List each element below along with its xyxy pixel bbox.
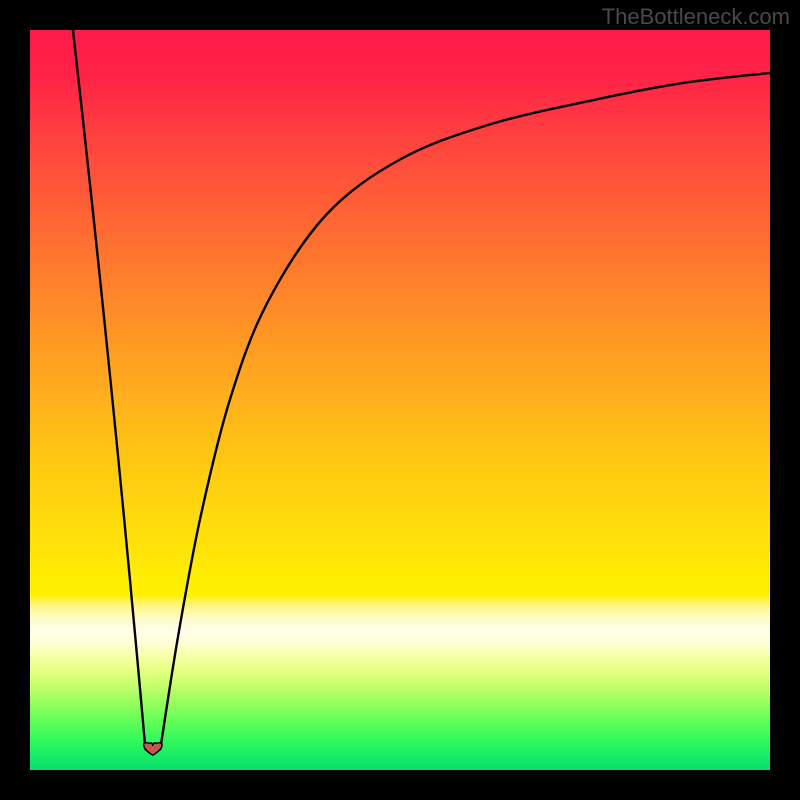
chart-container: TheBottleneck.com: [0, 0, 800, 800]
watermark-text: TheBottleneck.com: [602, 4, 790, 30]
valley-heart-icon: [144, 743, 163, 755]
plot-area: [30, 30, 770, 770]
bottleneck-curve: [30, 30, 770, 770]
